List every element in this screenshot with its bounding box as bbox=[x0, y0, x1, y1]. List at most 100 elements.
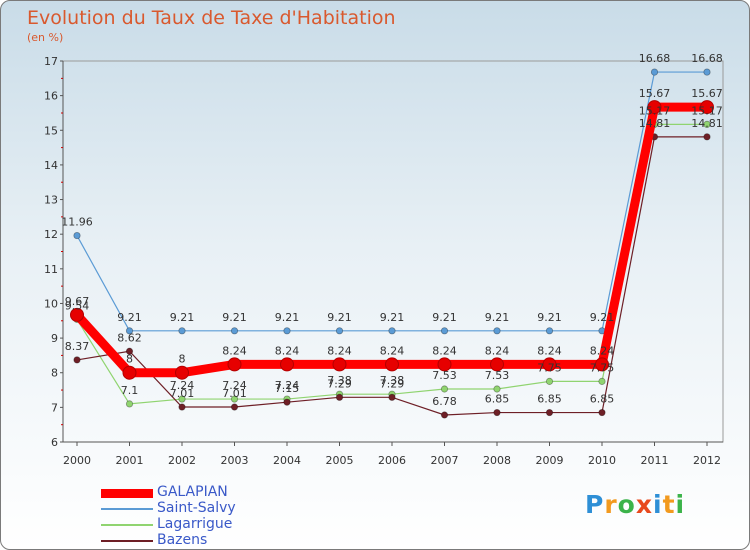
brand-letter: x bbox=[635, 490, 653, 519]
data-label-saint-salvy: 9.21 bbox=[590, 311, 615, 324]
y-tick-label: 16 bbox=[44, 90, 58, 103]
point-saint-salvy bbox=[283, 327, 291, 335]
data-labels-layer: 11.96 9.21 9.21 9.21 9.21 9.21 9.21 9.21 9.21 9.2… bbox=[61, 52, 723, 408]
data-label-bazens: 8.37 bbox=[65, 340, 90, 353]
data-label-saint-salvy: 11.96 bbox=[61, 216, 93, 229]
data-label-galapian: 8.24 bbox=[432, 344, 457, 357]
point-bazens bbox=[598, 408, 606, 417]
y-tick-label: 15 bbox=[44, 124, 58, 137]
y-tick-label: 9 bbox=[51, 332, 58, 345]
point-galapian bbox=[437, 357, 452, 372]
point-bazens bbox=[125, 347, 134, 355]
data-label-saint-salvy: 9.21 bbox=[485, 311, 510, 324]
point-bazens bbox=[703, 133, 711, 141]
brand-letter: t bbox=[662, 490, 676, 519]
point-galapian bbox=[175, 365, 189, 380]
legend-swatch-lagarrigue bbox=[101, 524, 153, 526]
point-lagarrigue bbox=[230, 395, 239, 403]
point-galapian bbox=[122, 365, 137, 380]
legend-label-galapian: GALAPIAN bbox=[157, 484, 228, 500]
x-tick-label: 2011 bbox=[641, 454, 669, 467]
series-layer bbox=[70, 68, 714, 419]
point-lagarrigue bbox=[598, 377, 606, 385]
data-label-bazens: 8.62 bbox=[117, 331, 142, 344]
data-label-saint-salvy: 16.68 bbox=[639, 52, 671, 65]
y-tick-label: 12 bbox=[44, 228, 58, 241]
point-lagarrigue bbox=[545, 377, 554, 385]
point-bazens bbox=[335, 393, 344, 401]
data-label-lagarrigue: 7.75 bbox=[537, 361, 562, 374]
point-bazens bbox=[178, 403, 186, 411]
data-label-lagarrigue: 7.38 bbox=[327, 374, 352, 387]
y-tick-label: 6 bbox=[51, 436, 58, 449]
point-bazens bbox=[545, 408, 554, 417]
legend-swatch-bazens bbox=[101, 540, 153, 542]
x-tick-label: 2000 bbox=[63, 454, 91, 467]
point-lagarrigue bbox=[493, 385, 501, 393]
point-saint-salvy bbox=[230, 327, 239, 335]
point-lagarrigue bbox=[703, 120, 711, 128]
data-label-lagarrigue: 9.54 bbox=[65, 299, 90, 312]
data-label-galapian: 8.24 bbox=[275, 344, 300, 357]
legend-swatch-saint-salvy bbox=[101, 508, 153, 510]
point-saint-salvy bbox=[335, 327, 344, 335]
data-label-galapian: 8.24 bbox=[380, 344, 405, 357]
point-galapian bbox=[332, 357, 347, 372]
y-tick-label: 10 bbox=[44, 297, 58, 310]
y-tick-label: 13 bbox=[44, 194, 58, 207]
data-label-bazens: 6.85 bbox=[590, 393, 615, 406]
chart-title: Evolution du Taux de Taxe d'Habitation bbox=[27, 7, 396, 29]
data-label-bazens: 14.81 bbox=[691, 117, 723, 130]
data-label-lagarrigue: 7.53 bbox=[432, 369, 457, 382]
brand-letter: r bbox=[604, 490, 618, 519]
brand-logo: Proxiti bbox=[585, 490, 685, 519]
data-label-galapian: 9.67 bbox=[65, 295, 90, 308]
data-label-bazens: 6.78 bbox=[432, 395, 457, 408]
data-label-galapian: 8.24 bbox=[327, 344, 352, 357]
legend-label-bazens: Bazens bbox=[157, 532, 208, 548]
point-lagarrigue bbox=[440, 385, 449, 393]
point-galapian bbox=[490, 357, 504, 372]
data-label-lagarrigue: 7.53 bbox=[485, 369, 510, 382]
brand-letter: i bbox=[653, 490, 663, 519]
data-label-saint-salvy: 9.21 bbox=[222, 311, 247, 324]
data-label-galapian: 8.24 bbox=[537, 344, 562, 357]
data-label-lagarrigue: 7.75 bbox=[590, 361, 615, 374]
data-label-bazens: 7.29 bbox=[380, 377, 405, 390]
point-bazens bbox=[73, 356, 81, 364]
data-label-bazens: 7.01 bbox=[170, 387, 195, 400]
data-label-galapian: 8.24 bbox=[590, 344, 615, 357]
x-tick-label: 2003 bbox=[221, 454, 249, 467]
data-label-lagarrigue: 15.17 bbox=[691, 104, 723, 117]
point-bazens bbox=[388, 393, 396, 401]
x-tick-label: 2005 bbox=[326, 454, 354, 467]
point-saint-salvy bbox=[440, 327, 449, 335]
brand-letter: o bbox=[617, 490, 636, 519]
point-bazens bbox=[493, 408, 501, 417]
x-tick-label: 2008 bbox=[483, 454, 511, 467]
data-label-lagarrigue: 7.24 bbox=[170, 379, 195, 392]
data-label-lagarrigue: 15.17 bbox=[639, 104, 671, 117]
legend-swatch-galapian bbox=[101, 488, 153, 498]
data-label-saint-salvy: 9.21 bbox=[170, 311, 195, 324]
point-saint-salvy bbox=[125, 327, 134, 335]
point-lagarrigue bbox=[125, 400, 134, 408]
data-label-saint-salvy: 9.21 bbox=[117, 311, 142, 324]
chart-unit-label: (en %) bbox=[27, 31, 64, 44]
x-tick-label: 2001 bbox=[116, 454, 144, 467]
point-saint-salvy bbox=[388, 327, 396, 335]
axes: 6 7 8 9 10 11 12 13 14 15 16 17 2000 2001 2002 2003 2004… bbox=[44, 55, 724, 467]
point-galapian bbox=[647, 100, 662, 115]
data-label-lagarrigue: 7.24 bbox=[222, 379, 247, 392]
point-galapian bbox=[542, 357, 557, 372]
data-label-galapian: 15.67 bbox=[639, 87, 671, 100]
point-saint-salvy bbox=[545, 327, 554, 335]
x-tick-label: 2004 bbox=[273, 454, 301, 467]
y-tick-label: 11 bbox=[44, 263, 58, 276]
data-label-saint-salvy: 9.21 bbox=[380, 311, 405, 324]
point-saint-salvy bbox=[703, 68, 711, 76]
data-label-galapian: 8.24 bbox=[485, 344, 510, 357]
data-label-galapian: 8 bbox=[126, 353, 133, 366]
data-label-galapian: 8 bbox=[179, 353, 186, 366]
data-label-saint-salvy: 9.21 bbox=[537, 311, 562, 324]
